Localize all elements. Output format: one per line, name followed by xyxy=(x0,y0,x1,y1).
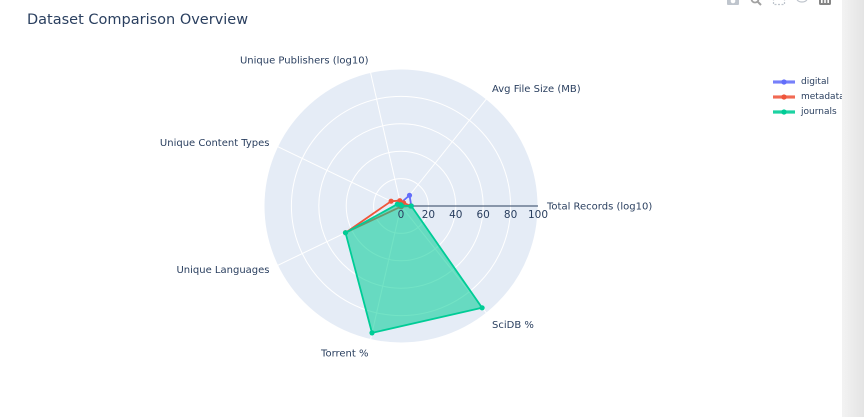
point-journals[interactable] xyxy=(408,203,414,209)
legend-swatch-digital xyxy=(773,78,795,85)
window-edge xyxy=(842,0,864,417)
point-journals[interactable] xyxy=(369,330,375,336)
point-journals[interactable] xyxy=(394,201,400,207)
chart-title: Dataset Comparison Overview xyxy=(27,12,249,28)
angular-axis-label: Torrent % xyxy=(320,348,368,359)
logo-icon[interactable] xyxy=(818,0,832,6)
legend-item-journals[interactable]: journals xyxy=(772,104,842,119)
select-icon[interactable] xyxy=(772,0,786,6)
lasso-icon[interactable] xyxy=(795,0,809,6)
legend-label: digital xyxy=(801,76,829,87)
angular-axis-label: Total Records (log10) xyxy=(546,202,652,213)
radial-tick-label: 20 xyxy=(422,209,435,221)
legend-swatch-journals xyxy=(773,108,795,115)
radial-tick-label: 60 xyxy=(477,209,490,221)
angular-axis-label: SciDB % xyxy=(492,320,534,331)
radial-tick-label: 100 xyxy=(528,209,548,221)
camera-icon[interactable] xyxy=(726,0,740,6)
angular-axis-label: Unique Publishers (log10) xyxy=(240,56,369,67)
radial-tick-label: 0 xyxy=(398,209,405,221)
legend-swatch-metadata xyxy=(773,93,795,100)
angular-axis-label: Avg File Size (MB) xyxy=(492,84,581,95)
grid-spoke xyxy=(277,146,402,207)
angular-axis-label: Unique Content Types xyxy=(160,138,270,149)
zoom-icon[interactable] xyxy=(749,0,763,6)
point-digital[interactable] xyxy=(406,192,413,198)
legend-item-digital[interactable]: digital xyxy=(772,74,842,89)
point-journals[interactable] xyxy=(479,305,485,311)
modebar xyxy=(726,0,832,6)
radial-tick-label: 80 xyxy=(504,209,517,221)
angular-axis-label: Unique Languages xyxy=(176,265,269,276)
grid-spoke xyxy=(400,98,487,207)
legend-label: journals xyxy=(801,106,837,117)
legend-item-metadata[interactable]: metadata xyxy=(772,89,842,104)
grid-spoke xyxy=(370,72,402,207)
legend: digital metadata journals xyxy=(772,74,842,119)
point-metadata[interactable] xyxy=(388,198,394,204)
point-journals[interactable] xyxy=(342,230,349,236)
radial-tick-label: 40 xyxy=(449,209,462,221)
series-layer xyxy=(342,192,485,336)
legend-label: metadata xyxy=(801,91,842,102)
